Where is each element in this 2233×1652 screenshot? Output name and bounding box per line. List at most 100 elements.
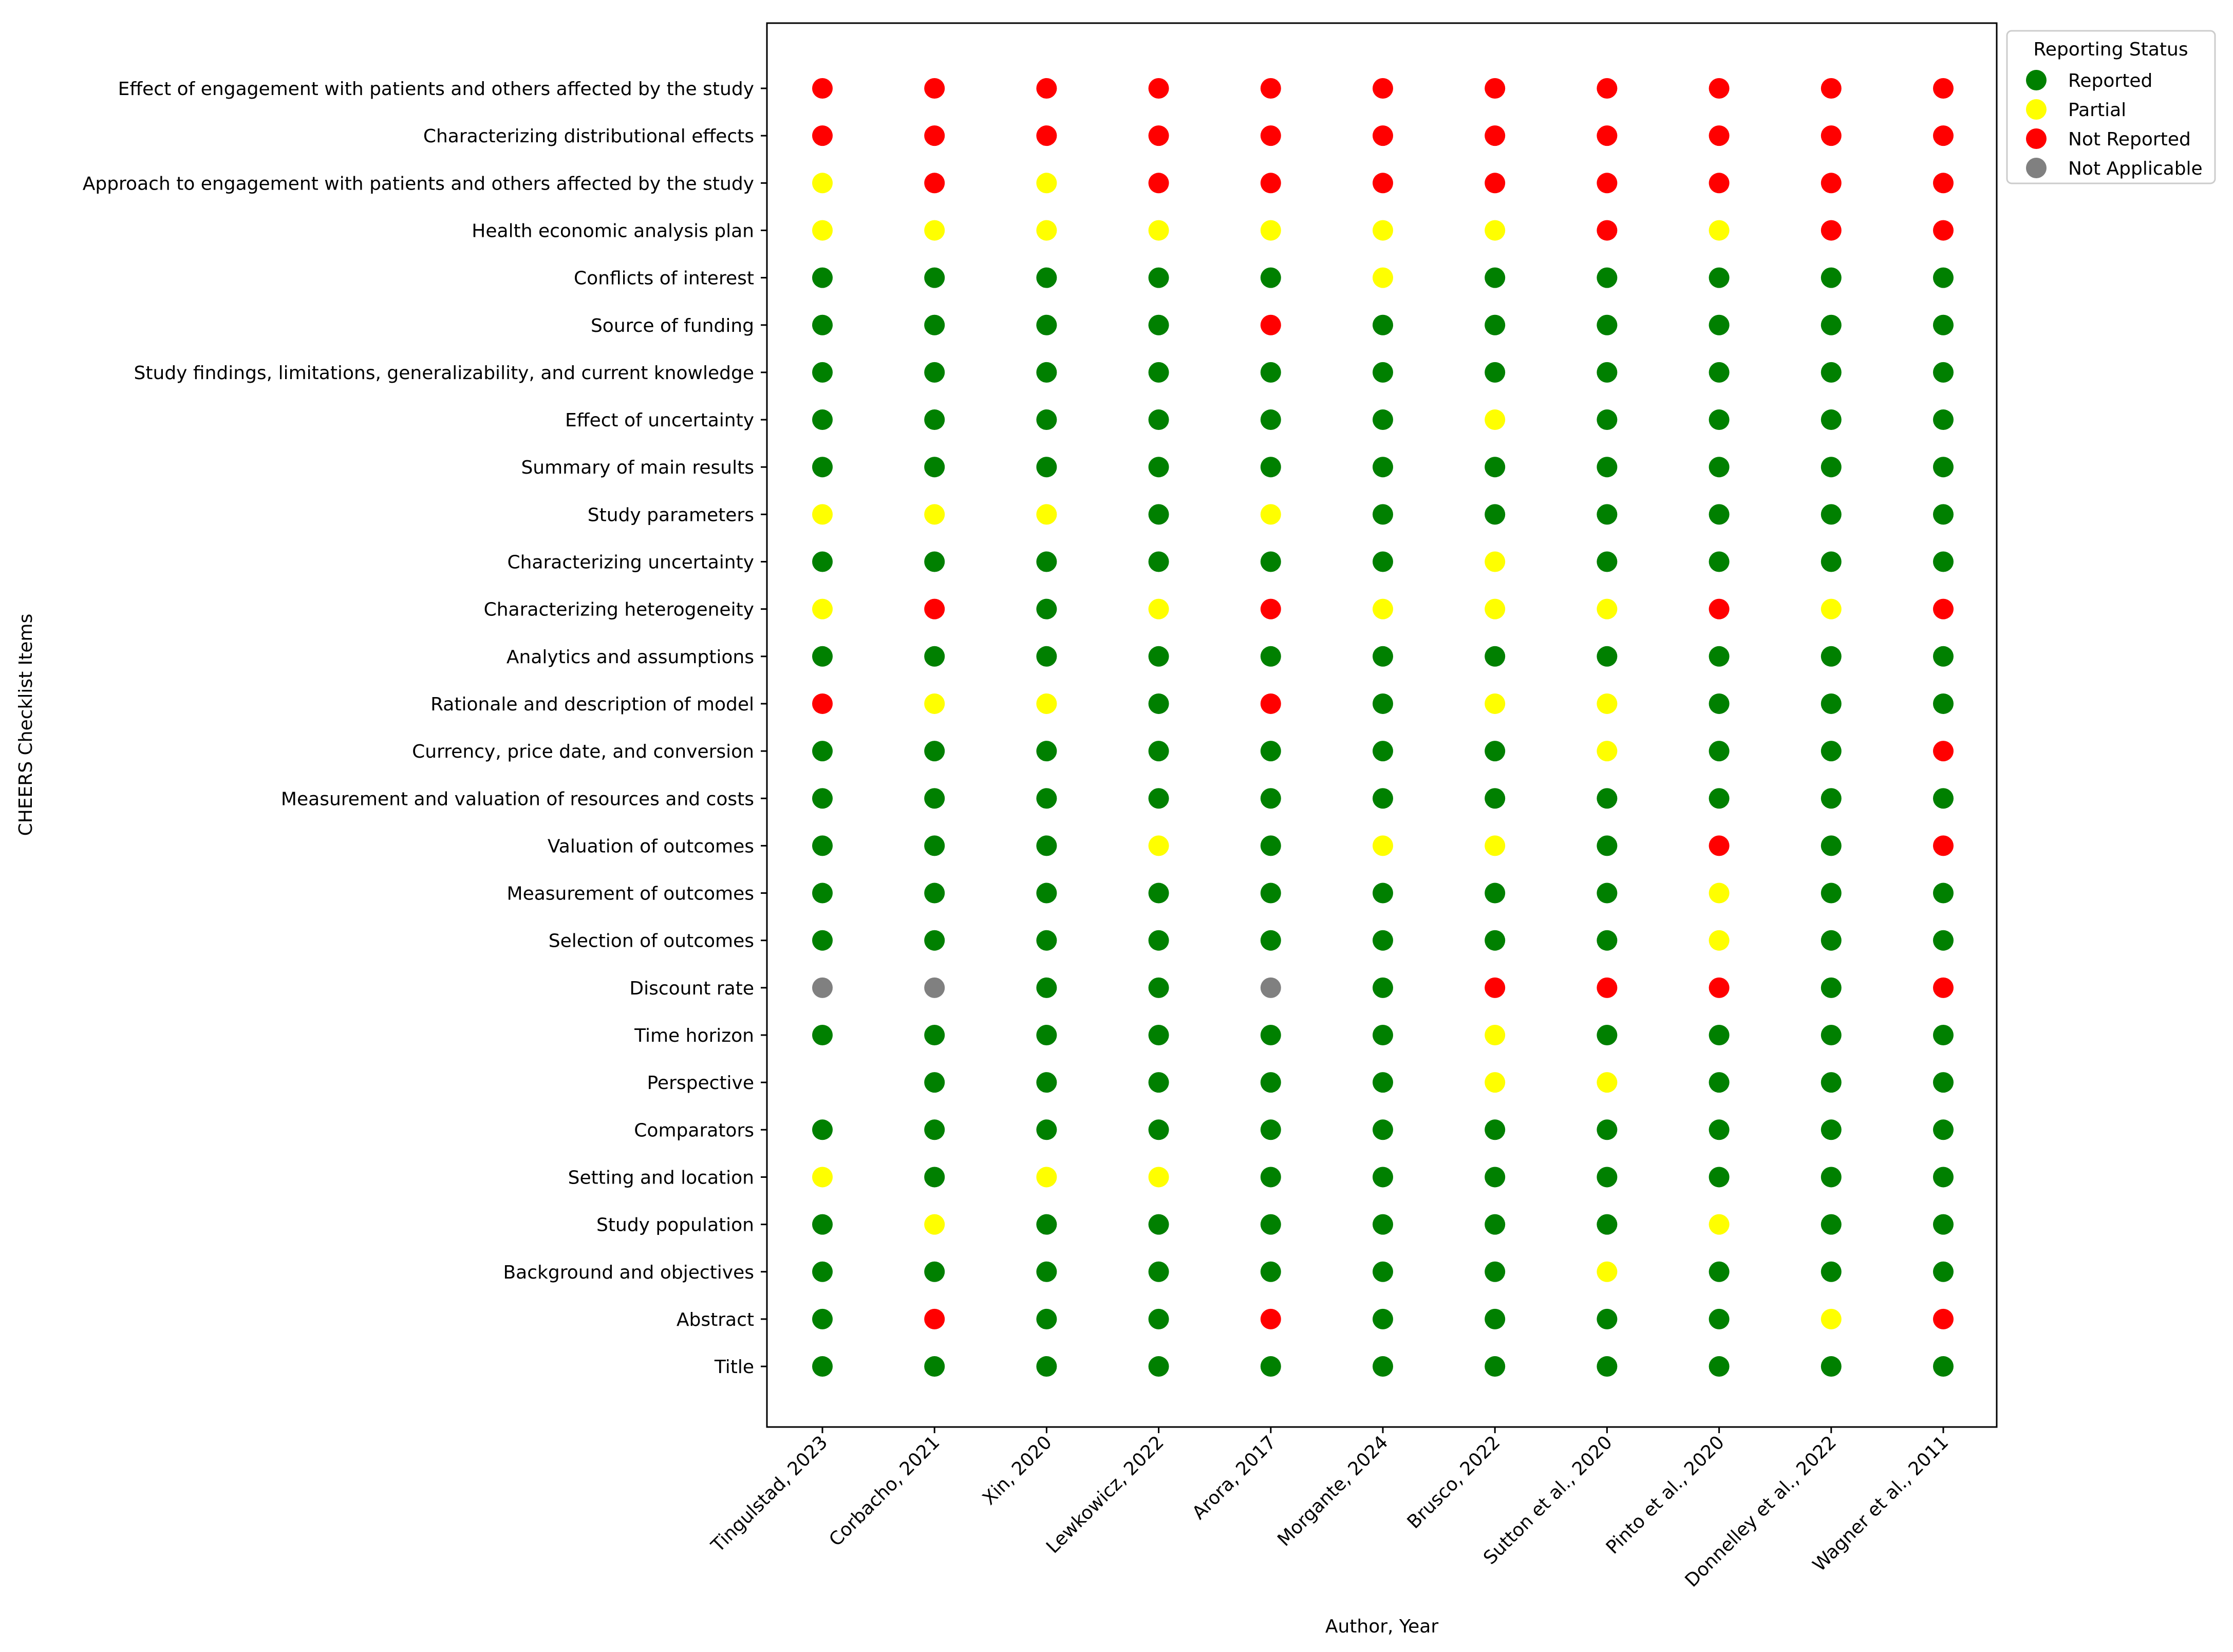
- data-point-reported: [1709, 409, 1730, 430]
- data-point-reported: [1709, 1308, 1730, 1329]
- data-point-reported: [1821, 835, 1842, 856]
- data-point-not-reported: [1709, 78, 1730, 99]
- data-point-not-reported: [1260, 598, 1281, 620]
- data-points: [812, 78, 1954, 1377]
- data-point-reported: [1148, 1119, 1169, 1140]
- data-point-reported: [1036, 977, 1057, 998]
- data-point-reported: [924, 835, 945, 856]
- data-point-reported: [1148, 362, 1169, 383]
- data-point-reported: [812, 1119, 833, 1140]
- data-point-reported: [1709, 646, 1730, 667]
- data-point-reported: [1933, 504, 1954, 525]
- y-tick-label: Discount rate: [629, 978, 754, 999]
- y-tick-label: Study findings, limitations, generalizab…: [134, 363, 754, 384]
- data-point-not-reported: [1148, 173, 1169, 194]
- data-point-reported: [1260, 883, 1281, 904]
- data-point-reported: [924, 883, 945, 904]
- data-point-reported: [1485, 1308, 1506, 1329]
- data-point-reported: [1709, 267, 1730, 288]
- data-point-not-reported: [1709, 173, 1730, 194]
- legend-marker: [2026, 158, 2047, 178]
- data-point-reported: [1148, 693, 1169, 714]
- data-point-reported: [1933, 1356, 1954, 1377]
- data-point-reported: [1373, 457, 1393, 478]
- data-point-reported: [1485, 1119, 1506, 1140]
- data-point-reported: [1709, 1167, 1730, 1188]
- data-point-reported: [1373, 693, 1393, 714]
- data-point-reported: [812, 835, 833, 856]
- data-point-not-reported: [1933, 598, 1954, 620]
- y-tick-label: Background and objectives: [503, 1262, 754, 1283]
- data-point-reported: [1597, 930, 1618, 951]
- data-point-reported: [924, 362, 945, 383]
- data-point-reported: [1821, 693, 1842, 714]
- x-tick-label: Pinto et al., 2020: [1602, 1432, 1729, 1558]
- data-point-partial: [1036, 220, 1057, 241]
- data-point-reported: [1373, 551, 1393, 572]
- data-point-partial: [812, 220, 833, 241]
- data-point-partial: [1597, 741, 1618, 762]
- data-point-reported: [1036, 646, 1057, 667]
- data-point-reported: [1148, 1214, 1169, 1235]
- data-point-reported: [1933, 1261, 1954, 1282]
- data-point-not-reported: [1485, 977, 1506, 998]
- data-point-not-reported: [924, 173, 945, 194]
- data-point-not-reported: [924, 78, 945, 99]
- data-point-partial: [812, 598, 833, 620]
- data-point-reported: [1933, 457, 1954, 478]
- data-point-reported: [1597, 362, 1618, 383]
- data-point-not-reported: [1933, 741, 1954, 762]
- data-point-reported: [1036, 1119, 1057, 1140]
- data-point-reported: [1148, 504, 1169, 525]
- data-point-partial: [924, 1214, 945, 1235]
- y-tick-label: Approach to engagement with patients and…: [83, 173, 754, 194]
- data-point-reported: [1036, 551, 1057, 572]
- data-point-reported: [1373, 504, 1393, 525]
- x-tick-label: Sutton et al., 2020: [1479, 1432, 1617, 1569]
- y-axis-label: CHEERS Checklist Items: [15, 614, 36, 836]
- data-point-partial: [1485, 551, 1506, 572]
- data-point-partial: [812, 504, 833, 525]
- data-point-reported: [1148, 1072, 1169, 1093]
- data-point-reported: [812, 1261, 833, 1282]
- data-point-reported: [1821, 504, 1842, 525]
- data-point-not-reported: [1260, 125, 1281, 146]
- data-point-reported: [924, 646, 945, 667]
- y-tick-label: Measurement and valuation of resources a…: [281, 789, 754, 810]
- data-point-reported: [1036, 835, 1057, 856]
- data-point-reported: [1485, 788, 1506, 809]
- data-point-reported: [1036, 788, 1057, 809]
- data-point-reported: [1485, 1356, 1506, 1377]
- x-tick-label: Brusco, 2022: [1403, 1432, 1505, 1533]
- data-point-partial: [1485, 220, 1506, 241]
- data-point-partial: [1036, 504, 1057, 525]
- data-point-reported: [1036, 1308, 1057, 1329]
- y-tick-label: Study population: [596, 1215, 754, 1236]
- y-tick-label: Comparators: [634, 1120, 754, 1141]
- data-point-reported: [1373, 314, 1393, 335]
- data-point-reported: [812, 1356, 833, 1377]
- data-point-reported: [924, 1072, 945, 1093]
- data-point-reported: [1148, 883, 1169, 904]
- data-point-reported: [1597, 646, 1618, 667]
- data-point-partial: [1485, 835, 1506, 856]
- data-point-reported: [1036, 1356, 1057, 1377]
- data-point-reported: [1709, 741, 1730, 762]
- y-tick-label: Analytics and assumptions: [506, 647, 754, 668]
- legend-marker: [2026, 70, 2047, 90]
- data-point-not-applicable: [1260, 977, 1281, 998]
- data-point-reported: [1260, 646, 1281, 667]
- data-point-reported: [1933, 314, 1954, 335]
- data-point-reported: [1709, 1261, 1730, 1282]
- y-tick-label: Title: [714, 1357, 754, 1378]
- x-axis-label: Author, Year: [1325, 1616, 1439, 1637]
- data-point-reported: [1260, 788, 1281, 809]
- plot-frame: [766, 22, 1998, 1428]
- data-point-reported: [924, 314, 945, 335]
- data-point-reported: [1373, 930, 1393, 951]
- data-point-partial: [924, 504, 945, 525]
- data-point-reported: [1260, 741, 1281, 762]
- data-point-partial: [1148, 1167, 1169, 1188]
- data-point-reported: [1821, 930, 1842, 951]
